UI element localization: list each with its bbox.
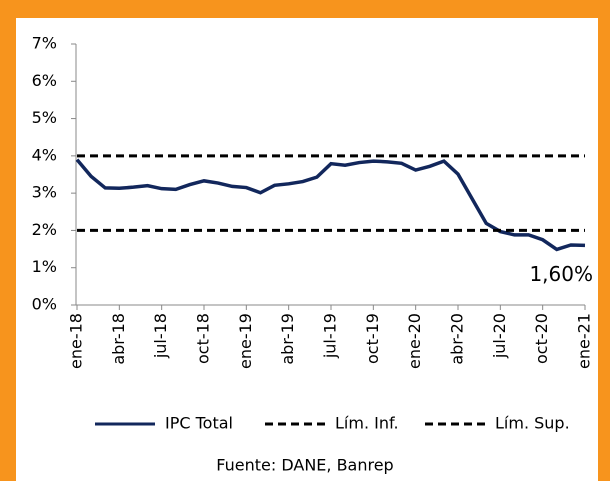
x-tick-label: oct-18 — [194, 313, 213, 364]
x-tick-label: ene-19 — [236, 313, 255, 369]
x-tick-label: abr-18 — [109, 313, 128, 365]
legend-label: IPC Total — [165, 414, 233, 433]
y-tick-label: 7% — [32, 34, 57, 53]
x-tick-label: jul-19 — [321, 313, 340, 359]
y-tick-label: 1% — [32, 257, 57, 276]
y-tick-label: 3% — [32, 183, 57, 202]
x-tick-label: ene-20 — [405, 313, 424, 369]
legend-label: Lím. Sup. — [495, 414, 570, 433]
y-tick-label: 6% — [32, 71, 57, 90]
y-tick-label: 5% — [32, 108, 57, 127]
y-tick-label: 0% — [32, 295, 57, 314]
panel — [16, 18, 598, 481]
x-tick-label: abr-20 — [448, 313, 467, 365]
x-tick-label: jul-20 — [490, 313, 509, 359]
x-tick-label: ene-18 — [67, 313, 86, 369]
legend-label: Lím. Inf. — [335, 414, 399, 433]
x-tick-label: oct-19 — [363, 313, 382, 364]
y-tick-label: 2% — [32, 220, 57, 239]
y-tick-label: 4% — [32, 145, 57, 164]
x-tick-label: jul-18 — [151, 313, 170, 359]
annotation: 1,60% — [529, 262, 593, 286]
x-tick-label: oct-20 — [532, 313, 551, 364]
x-tick-label: ene-21 — [575, 313, 594, 369]
source: Fuente: DANE, Banrep — [216, 456, 393, 475]
x-tick-label: abr-19 — [278, 313, 297, 365]
